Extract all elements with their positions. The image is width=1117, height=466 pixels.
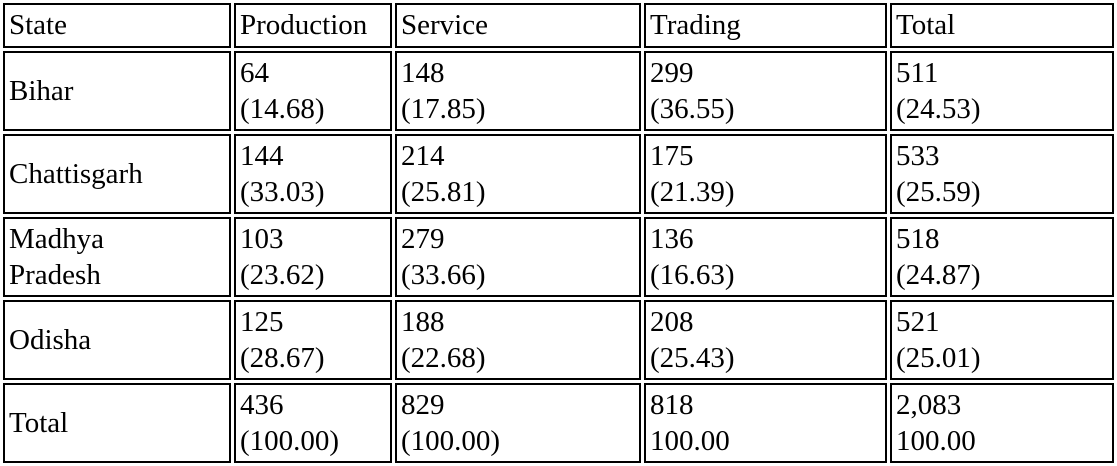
header-cell-trading: Trading bbox=[644, 3, 887, 48]
row-label-chattisgarh: Chattisgarh bbox=[3, 134, 231, 214]
header-row: State Production Service Trading Total bbox=[3, 3, 1114, 48]
cell-count: 299 bbox=[650, 57, 694, 89]
cell-percent: (100.00) bbox=[240, 425, 340, 457]
table-row-odisha: Odisha 125 (28.67) 188 (22.68) 208 (25.4… bbox=[3, 300, 1114, 380]
table-body: Bihar 64 (14.68) 148 (17.85) 299 (36.55)… bbox=[3, 51, 1114, 463]
cell-count: 436 bbox=[240, 389, 284, 421]
cell-percent: (22.68) bbox=[401, 342, 486, 374]
data-cell-madhya-pradesh-total: 518 (24.87) bbox=[890, 217, 1114, 297]
cell-percent: (24.87) bbox=[896, 259, 981, 291]
data-cell-total-trading: 818 100.00 bbox=[644, 383, 887, 463]
cell-count: 148 bbox=[401, 57, 445, 89]
cell-percent: (16.63) bbox=[650, 259, 735, 291]
cell-percent: (33.66) bbox=[401, 259, 486, 291]
cell-count: 136 bbox=[650, 223, 694, 255]
cell-percent: (17.85) bbox=[401, 93, 486, 125]
table-header: State Production Service Trading Total bbox=[3, 3, 1114, 48]
data-cell-chattisgarh-service: 214 (25.81) bbox=[395, 134, 641, 214]
data-cell-total-total: 2,083 100.00 bbox=[890, 383, 1114, 463]
cell-count: 279 bbox=[401, 223, 445, 255]
cell-percent: (25.81) bbox=[401, 176, 486, 208]
header-cell-total: Total bbox=[890, 3, 1114, 48]
data-cell-bihar-trading: 299 (36.55) bbox=[644, 51, 887, 131]
header-cell-production: Production bbox=[234, 3, 392, 48]
cell-count: 64 bbox=[240, 57, 269, 89]
data-cell-chattisgarh-total: 533 (25.59) bbox=[890, 134, 1114, 214]
table-row-madhya-pradesh: Madhya Pradesh 103 (23.62) 279 (33.66) 1… bbox=[3, 217, 1114, 297]
data-cell-madhya-pradesh-trading: 136 (16.63) bbox=[644, 217, 887, 297]
table-row-bihar: Bihar 64 (14.68) 148 (17.85) 299 (36.55)… bbox=[3, 51, 1114, 131]
cell-percent: (23.62) bbox=[240, 259, 325, 291]
data-cell-madhya-pradesh-service: 279 (33.66) bbox=[395, 217, 641, 297]
data-cell-total-production: 436 (100.00) bbox=[234, 383, 392, 463]
cell-percent: (14.68) bbox=[240, 93, 325, 125]
cell-percent: (33.03) bbox=[240, 176, 325, 208]
cell-count: 144 bbox=[240, 140, 284, 172]
data-cell-madhya-pradesh-production: 103 (23.62) bbox=[234, 217, 392, 297]
cell-percent: (25.59) bbox=[896, 176, 981, 208]
cell-count: 818 bbox=[650, 389, 694, 421]
cell-percent: (25.01) bbox=[896, 342, 981, 374]
header-cell-state: State bbox=[3, 3, 231, 48]
data-cell-odisha-production: 125 (28.67) bbox=[234, 300, 392, 380]
data-cell-chattisgarh-production: 144 (33.03) bbox=[234, 134, 392, 214]
cell-count: 125 bbox=[240, 306, 284, 338]
row-label-madhya-pradesh: Madhya Pradesh bbox=[3, 217, 231, 297]
cell-percent: (25.43) bbox=[650, 342, 735, 374]
cell-count: 103 bbox=[240, 223, 284, 255]
data-cell-odisha-total: 521 (25.01) bbox=[890, 300, 1114, 380]
cell-count: 518 bbox=[896, 223, 940, 255]
cell-count: 521 bbox=[896, 306, 940, 338]
cell-percent: (24.53) bbox=[896, 93, 981, 125]
cell-count: 208 bbox=[650, 306, 694, 338]
data-cell-odisha-trading: 208 (25.43) bbox=[644, 300, 887, 380]
cell-percent: 100.00 bbox=[650, 425, 730, 457]
cell-count: 533 bbox=[896, 140, 940, 172]
cell-percent: (100.00) bbox=[401, 425, 501, 457]
cell-count: 188 bbox=[401, 306, 445, 338]
row-label-odisha: Odisha bbox=[3, 300, 231, 380]
cell-count: 2,083 bbox=[896, 389, 962, 421]
data-cell-bihar-production: 64 (14.68) bbox=[234, 51, 392, 131]
table-row-total: Total 436 (100.00) 829 (100.00) 818 100.… bbox=[3, 383, 1114, 463]
cell-percent: 100.00 bbox=[896, 425, 976, 457]
cell-percent: (21.39) bbox=[650, 176, 735, 208]
cell-count: 829 bbox=[401, 389, 445, 421]
cell-count: 175 bbox=[650, 140, 694, 172]
cell-count: 214 bbox=[401, 140, 445, 172]
data-cell-bihar-service: 148 (17.85) bbox=[395, 51, 641, 131]
row-label-bihar: Bihar bbox=[3, 51, 231, 131]
header-cell-service: Service bbox=[395, 3, 641, 48]
cell-percent: (36.55) bbox=[650, 93, 735, 125]
data-cell-chattisgarh-trading: 175 (21.39) bbox=[644, 134, 887, 214]
cell-count: 511 bbox=[896, 57, 939, 89]
data-cell-bihar-total: 511 (24.53) bbox=[890, 51, 1114, 131]
cell-percent: (28.67) bbox=[240, 342, 325, 374]
data-cell-odisha-service: 188 (22.68) bbox=[395, 300, 641, 380]
data-cell-total-service: 829 (100.00) bbox=[395, 383, 641, 463]
table-row-chattisgarh: Chattisgarh 144 (33.03) 214 (25.81) 175 … bbox=[3, 134, 1114, 214]
row-label-total: Total bbox=[3, 383, 231, 463]
